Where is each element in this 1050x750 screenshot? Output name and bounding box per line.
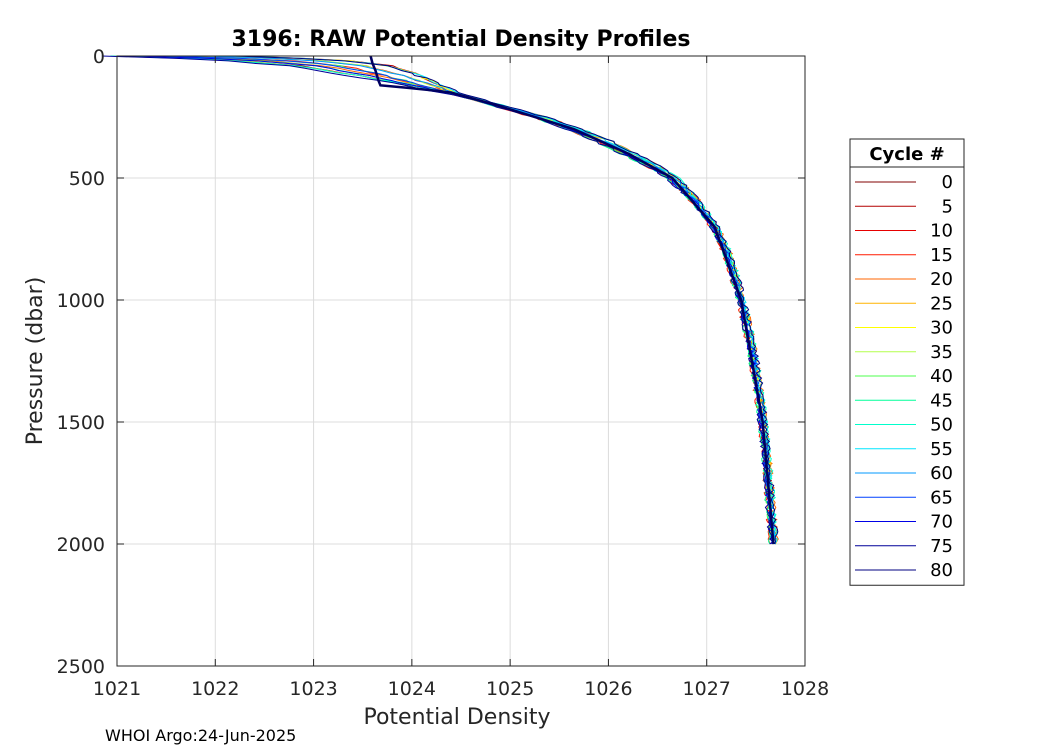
legend-entry-label: 75 xyxy=(930,536,953,557)
legend-entry-label: 45 xyxy=(930,390,953,411)
legend: Cycle # 0 5 10 15 20 25 30 35 40 45 50 55 60 65 70 75 80 xyxy=(849,138,965,586)
plot-area: 1021 1022 1023 1024 1025 1026 1027 1028 0 500 1000… xyxy=(57,46,830,700)
legend-box xyxy=(849,138,965,586)
legend-entry-label: 60 xyxy=(930,463,953,484)
legend-entry-label: 20 xyxy=(930,269,953,290)
y-tick-label: 1000 xyxy=(57,290,105,312)
legend-entry-label: 15 xyxy=(930,245,953,266)
profile-lines xyxy=(101,55,779,545)
legend-entry-label: 25 xyxy=(930,293,953,314)
axis-ticks: 1021 1022 1023 1024 1025 1026 1027 1028 0 500 1000… xyxy=(57,46,830,700)
x-tick-label: 1026 xyxy=(584,678,632,700)
x-axis-label: Potential Density xyxy=(363,705,550,730)
legend-entry-label: 70 xyxy=(930,512,953,533)
y-tick-label: 500 xyxy=(69,168,105,190)
y-tick-label: 1500 xyxy=(57,412,105,434)
legend-entry-label: 80 xyxy=(930,560,953,581)
chart-title: 3196: RAW Potential Density Profiles xyxy=(232,27,691,52)
legend-entry-label: 0 xyxy=(942,172,953,193)
legend-entry-label: 10 xyxy=(930,221,953,242)
legend-title: Cycle # xyxy=(869,144,944,165)
x-tick-label: 1021 xyxy=(93,678,141,700)
x-tick-label: 1027 xyxy=(683,678,731,700)
y-axis-label: Pressure (dbar) xyxy=(23,277,48,446)
legend-entry-label: 55 xyxy=(930,439,953,460)
x-tick-label: 1023 xyxy=(289,678,337,700)
x-tick-label: 1024 xyxy=(388,678,436,700)
legend-entry-label: 5 xyxy=(942,196,953,217)
footer-credit: WHOI Argo:24-Jun-2025 xyxy=(105,726,296,745)
grid-lines xyxy=(117,56,805,666)
y-tick-label: 2500 xyxy=(57,656,105,678)
x-tick-label: 1025 xyxy=(486,678,534,700)
legend-entry-label: 30 xyxy=(930,318,953,339)
y-tick-label: 2000 xyxy=(57,534,105,556)
legend-entry-label: 35 xyxy=(930,342,953,363)
x-tick-label: 1022 xyxy=(191,678,239,700)
x-tick-label: 1028 xyxy=(781,678,829,700)
legend-entry-label: 50 xyxy=(930,415,953,436)
highlighted-profile-line xyxy=(369,55,775,545)
y-tick-label: 0 xyxy=(93,46,105,68)
legend-entry-label: 40 xyxy=(930,366,953,387)
profile-line-cycle-80 xyxy=(234,55,779,545)
legend-entry-label: 65 xyxy=(930,487,953,508)
